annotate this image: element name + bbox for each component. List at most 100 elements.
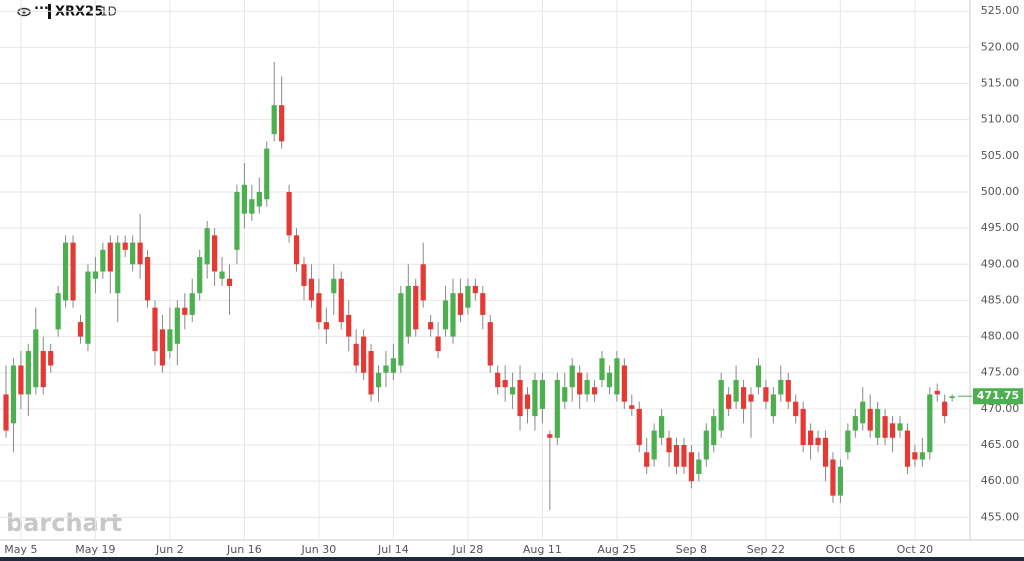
candle-body: [897, 423, 903, 431]
candle-body: [942, 401, 948, 417]
y-tick-label: 460.00: [981, 474, 1020, 487]
candle-body: [785, 379, 791, 402]
candle-body: [711, 416, 717, 446]
y-tick-label: 490.00: [981, 257, 1020, 270]
candle-body: [92, 271, 98, 279]
menu-dots[interactable]: ···: [34, 2, 49, 17]
candle-body: [413, 285, 419, 330]
candle-body: [249, 199, 255, 214]
candle-body: [860, 401, 866, 424]
candle-body: [755, 365, 762, 388]
candle-body: [293, 235, 300, 265]
candle-body: [353, 343, 359, 366]
candle-body: [659, 416, 665, 438]
candle-body: [152, 307, 158, 352]
candle-body: [517, 379, 523, 417]
candle-body: [815, 437, 821, 446]
candle-body: [718, 379, 724, 431]
candle-body: [651, 430, 657, 460]
candle-body: [703, 430, 709, 460]
candle-body: [547, 434, 553, 438]
candle-body: [457, 293, 464, 315]
candle-body: [55, 293, 61, 330]
candle-body: [241, 184, 247, 214]
candle-body: [405, 285, 411, 337]
candle-body: [212, 235, 218, 272]
candle-body: [889, 423, 896, 438]
candle-body: [115, 242, 121, 294]
candle-body: [398, 293, 404, 366]
candle-body: [524, 394, 531, 409]
candle-body: [644, 452, 650, 467]
candle-body: [63, 242, 69, 301]
y-tick-label: 480.00: [981, 330, 1020, 343]
candle-body: [100, 249, 106, 272]
candle-body: [3, 394, 9, 431]
candle-body: [510, 387, 516, 395]
candle-body: [606, 372, 613, 388]
x-tick-label: Sep 8: [676, 543, 707, 556]
candle-body: [733, 379, 739, 402]
y-tick-label: 510.00: [981, 113, 1020, 126]
eye-icon[interactable]: [17, 7, 31, 17]
y-tick-label: 485.00: [981, 293, 1020, 306]
candle-body: [927, 394, 933, 453]
x-tick-label: Oct 6: [826, 543, 856, 556]
x-tick-label: Jun 16: [226, 543, 262, 556]
candle-body: [502, 379, 508, 388]
y-tick-label: 475.00: [981, 366, 1020, 379]
x-tick-label: May 19: [75, 543, 115, 556]
candle-body: [18, 365, 24, 395]
candle-body: [271, 105, 277, 135]
x-tick-label: Aug 25: [597, 543, 636, 556]
candle-body: [137, 242, 143, 265]
candle-body: [591, 387, 598, 395]
candle-body: [919, 452, 925, 460]
candle-body: [122, 242, 128, 250]
x-tick-label: Sep 22: [747, 543, 785, 556]
last-price-label: 471.75: [977, 389, 1019, 402]
candle-body: [301, 264, 307, 286]
candle-body: [286, 191, 292, 236]
candle-body: [472, 285, 478, 294]
candle-body: [40, 351, 46, 388]
candle-body: [159, 329, 166, 366]
candle-body: [442, 300, 449, 330]
candle-body: [428, 322, 434, 330]
candle-body: [562, 387, 568, 402]
y-tick-label: 465.00: [981, 438, 1020, 451]
candle-body: [264, 148, 270, 200]
y-tick-label: 470.00: [981, 402, 1020, 415]
candle-body: [70, 242, 76, 301]
candle-body: [532, 379, 538, 417]
candle-body: [495, 372, 501, 388]
candle-body: [681, 445, 687, 467]
candle-body: [726, 394, 732, 409]
candle-body: [822, 437, 829, 467]
candle-body: [130, 242, 136, 265]
candle-body: [904, 430, 911, 467]
candle-body: [219, 271, 225, 279]
candle-body: [875, 408, 881, 438]
candle-body: [934, 390, 940, 395]
candle-body: [763, 387, 769, 402]
candle-body: [167, 329, 173, 352]
candle-body: [435, 336, 441, 352]
candle-body: [688, 452, 694, 482]
y-tick-label: 500.00: [981, 185, 1020, 198]
x-tick-label: May 5: [4, 543, 37, 556]
candle-body: [599, 358, 605, 380]
candle-body: [346, 314, 352, 337]
candle-body: [226, 278, 233, 286]
symbol[interactable]: XRX25: [55, 5, 103, 20]
candle-body: [197, 257, 203, 294]
candle-body: [85, 271, 91, 344]
candle-body: [584, 379, 590, 395]
bottom-bar: [0, 557, 1024, 561]
candle-body: [636, 408, 642, 446]
candle-body: [882, 416, 888, 438]
candle-body: [174, 307, 180, 344]
y-tick-label: 495.00: [981, 221, 1020, 234]
